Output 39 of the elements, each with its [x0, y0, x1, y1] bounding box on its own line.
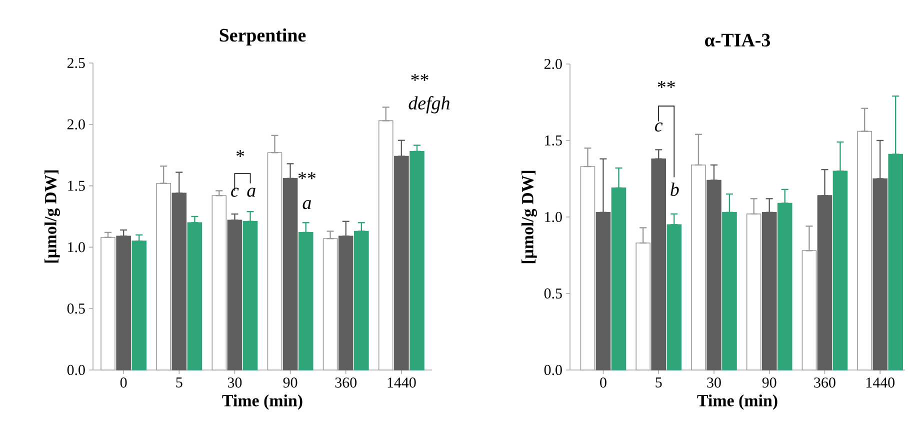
- y-tick-label: 0.0: [67, 364, 85, 376]
- x-tick-label: 30: [707, 378, 721, 388]
- x-tick-label: 0: [600, 378, 606, 388]
- x-tick-label: 5: [656, 378, 662, 388]
- y-tick-label: 2.0: [544, 58, 562, 70]
- x-tick-label: 30: [228, 378, 242, 388]
- x-tick-label: 360: [814, 378, 836, 388]
- y-tick-label: 0.5: [67, 304, 85, 314]
- y-tick-label: 0.5: [544, 288, 562, 299]
- y-tick-label: 2.0: [67, 119, 85, 130]
- annotation: a: [247, 188, 256, 197]
- x-axis-title: Time (min): [222, 394, 302, 410]
- y-tick-label: 1.0: [68, 242, 85, 252]
- annotation: a: [302, 200, 311, 210]
- annotation: **: [658, 81, 675, 88]
- y-axis-title: [μmol/g DW]: [44, 170, 60, 263]
- x-tick-label: 90: [283, 378, 298, 388]
- annotation: defgh: [408, 96, 450, 114]
- y-tick-label: 2.5: [67, 58, 85, 68]
- x-axis-title: Time (min): [697, 394, 778, 410]
- annotation: c: [231, 188, 239, 197]
- annotation: **: [298, 172, 316, 180]
- annotation: b: [670, 182, 679, 196]
- x-tick-label: 90: [762, 378, 776, 388]
- x-tick-label: 1440: [866, 378, 894, 388]
- y-tick-label: 0.0: [544, 364, 562, 376]
- x-tick-label: 5: [176, 378, 182, 388]
- chart-title: α-TIA-3: [705, 34, 770, 46]
- x-tick-label: 360: [335, 378, 357, 388]
- x-tick-label: 0: [120, 378, 127, 388]
- annotation: **: [411, 74, 428, 81]
- y-tick-label: 1.5: [68, 180, 85, 191]
- annotation: *: [236, 150, 244, 158]
- x-tick-label: 1440: [388, 378, 416, 388]
- y-tick-label: 1.5: [545, 135, 562, 146]
- chart-title: Serpentine: [220, 28, 306, 46]
- y-axis-title: [μmol/g DW]: [521, 170, 537, 264]
- y-tick-label: 1.0: [545, 212, 562, 222]
- annotation: c: [654, 122, 663, 132]
